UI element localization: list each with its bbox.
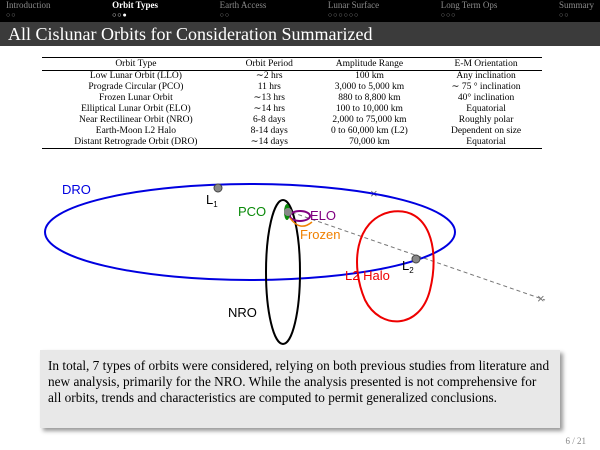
moon <box>284 208 292 216</box>
table-row: Low Lunar Orbit (LLO) ∼2 hrs 100 km Any inc… <box>42 71 542 83</box>
nav-dots: ○○○ <box>440 11 457 19</box>
table-cell: Earth-Moon L2 Halo <box>95 126 176 136</box>
orbit-table: Orbit Type Orbit Period Amplitude Range E-M… <box>42 57 542 149</box>
l2-text: L <box>402 258 409 273</box>
column-header: Orbit Type <box>42 57 230 71</box>
table-cell: Low Lunar Orbit (LLO) <box>89 71 182 81</box>
orbit-diagram: × × DRO L1 PCO ELO Frozen L2 Halo L2 NRO <box>44 182 546 345</box>
column-header: Orbit Period <box>229 57 309 71</box>
nav-section[interactable]: Summary ○○ <box>559 0 594 22</box>
table-cell: Equatorial <box>430 137 542 149</box>
nav-section[interactable]: Introduction ○○ <box>6 0 51 22</box>
nav-dots: ○○ <box>559 11 570 19</box>
frozen-orbit <box>289 217 313 227</box>
table-cell: 880 to 8,800 km <box>338 93 401 103</box>
table-cell: 2,000 to 75,000 km <box>332 115 407 125</box>
table-cell: ∼2 hrs <box>255 71 283 81</box>
nro-orbit <box>265 199 301 345</box>
nav-label[interactable]: Summary <box>559 0 594 10</box>
table-row: Frozen Lunar Orbit ∼13 hrs 880 to 8,800 km… <box>42 93 542 104</box>
table-row: Prograde Circular (PCO) 11 hrs 3,000 to 5,… <box>42 82 542 93</box>
table-row: Distant Retrograde Orbit (DRO) ∼14 days 70… <box>42 137 542 149</box>
earth-moon-line <box>284 209 546 301</box>
nav-section[interactable]: Earth Access ○○ <box>220 0 267 22</box>
pco-label: PCO <box>238 204 266 219</box>
nro-label: NRO <box>228 305 257 320</box>
table-cell: Elliptical Lunar Orbit (ELO) <box>81 104 191 114</box>
table-cell: ∼13 hrs <box>253 93 285 103</box>
table-cell: Equatorial <box>466 104 506 114</box>
page-number: 6 / 21 <box>565 436 586 446</box>
table-row: Elliptical Lunar Orbit (ELO) ∼14 hrs 100 t… <box>42 104 542 115</box>
table-cell: 100 to 10,000 km <box>335 104 403 114</box>
l1-label: L1 <box>206 192 218 209</box>
table-cell: ∼ 75 ° inclination <box>451 82 521 92</box>
table-cell: 40° inclination <box>457 93 515 103</box>
nav-label[interactable]: Introduction <box>6 0 51 10</box>
table-cell: Near Rectilinear Orbit (NRO) <box>79 115 193 125</box>
l2-sub: 2 <box>409 266 414 275</box>
nav-label[interactable]: Earth Access <box>219 0 267 10</box>
dro-orbit <box>44 183 456 281</box>
table-row: Near Rectilinear Orbit (NRO) 6-8 days 2,00… <box>42 115 542 126</box>
nav-dots: ○○● <box>112 11 128 19</box>
table-cell: 70,000 km <box>308 137 431 149</box>
table-row: Earth-Moon L2 Halo 8-14 days 0 to 60,000 k… <box>42 126 542 137</box>
column-header: Amplitude Range <box>308 57 431 71</box>
halo-label: L2 Halo <box>345 268 390 283</box>
column-header: E-M Orientation <box>430 57 542 71</box>
axis-mark: × <box>537 291 545 306</box>
table-cell: 0 to 60,000 km (L2) <box>331 126 408 136</box>
nav-label[interactable]: Long Term Ops <box>440 0 498 10</box>
table-cell: 11 hrs <box>257 82 281 92</box>
table-cell: 100 km <box>355 71 384 81</box>
elo-label: ELO <box>310 208 336 223</box>
table-cell: 3,000 to 5,000 km <box>334 82 405 92</box>
table-cell: ∼14 hrs <box>253 104 285 114</box>
nav-dots: ○○ <box>219 11 231 19</box>
l1-sub: 1 <box>213 200 218 209</box>
table-cell: Any inclination <box>456 71 516 81</box>
table-cell: Roughly polar <box>458 115 514 125</box>
table-cell: 8-14 days <box>250 126 288 136</box>
nav-dots: ○○ <box>6 11 17 19</box>
nav-dots: ○○○○○○ <box>327 11 360 19</box>
dro-label: DRO <box>62 182 91 197</box>
frozen-label: Frozen <box>300 227 340 242</box>
elo-orbit <box>289 210 311 222</box>
l1-point <box>213 183 223 193</box>
nav-label[interactable]: Orbit Types <box>112 0 159 10</box>
l1-text: L <box>206 192 213 207</box>
table-cell: Dependent on size <box>450 126 522 136</box>
nav-section[interactable]: Lunar Surface ○○○○○○ <box>328 0 379 22</box>
l2-label: L2 <box>402 258 414 275</box>
table-header: Orbit Type Orbit Period Amplitude Range E-M… <box>42 57 542 71</box>
table-cell: 6-8 days <box>253 115 286 125</box>
nav-bar: Introduction ○○ Orbit Types ○○● Earth Access… <box>0 0 600 22</box>
table-cell: Frozen Lunar Orbit <box>98 93 173 103</box>
nav-section[interactable]: Long Term Ops ○○○ <box>441 0 498 22</box>
table-cell: Distant Retrograde Orbit (DRO) <box>42 137 230 149</box>
summary-box: In total, 7 types of orbits were conside… <box>40 350 560 428</box>
table-cell: Prograde Circular (PCO) <box>88 82 184 92</box>
nav-section[interactable]: Orbit Types ○○● <box>112 0 158 22</box>
halo-orbit <box>356 210 435 323</box>
nav-label[interactable]: Lunar Surface <box>327 0 380 10</box>
slide-title: All Cislunar Orbits for Consideration Su… <box>0 22 600 46</box>
l2-point <box>411 254 421 264</box>
table-cell: ∼14 days <box>229 137 309 149</box>
